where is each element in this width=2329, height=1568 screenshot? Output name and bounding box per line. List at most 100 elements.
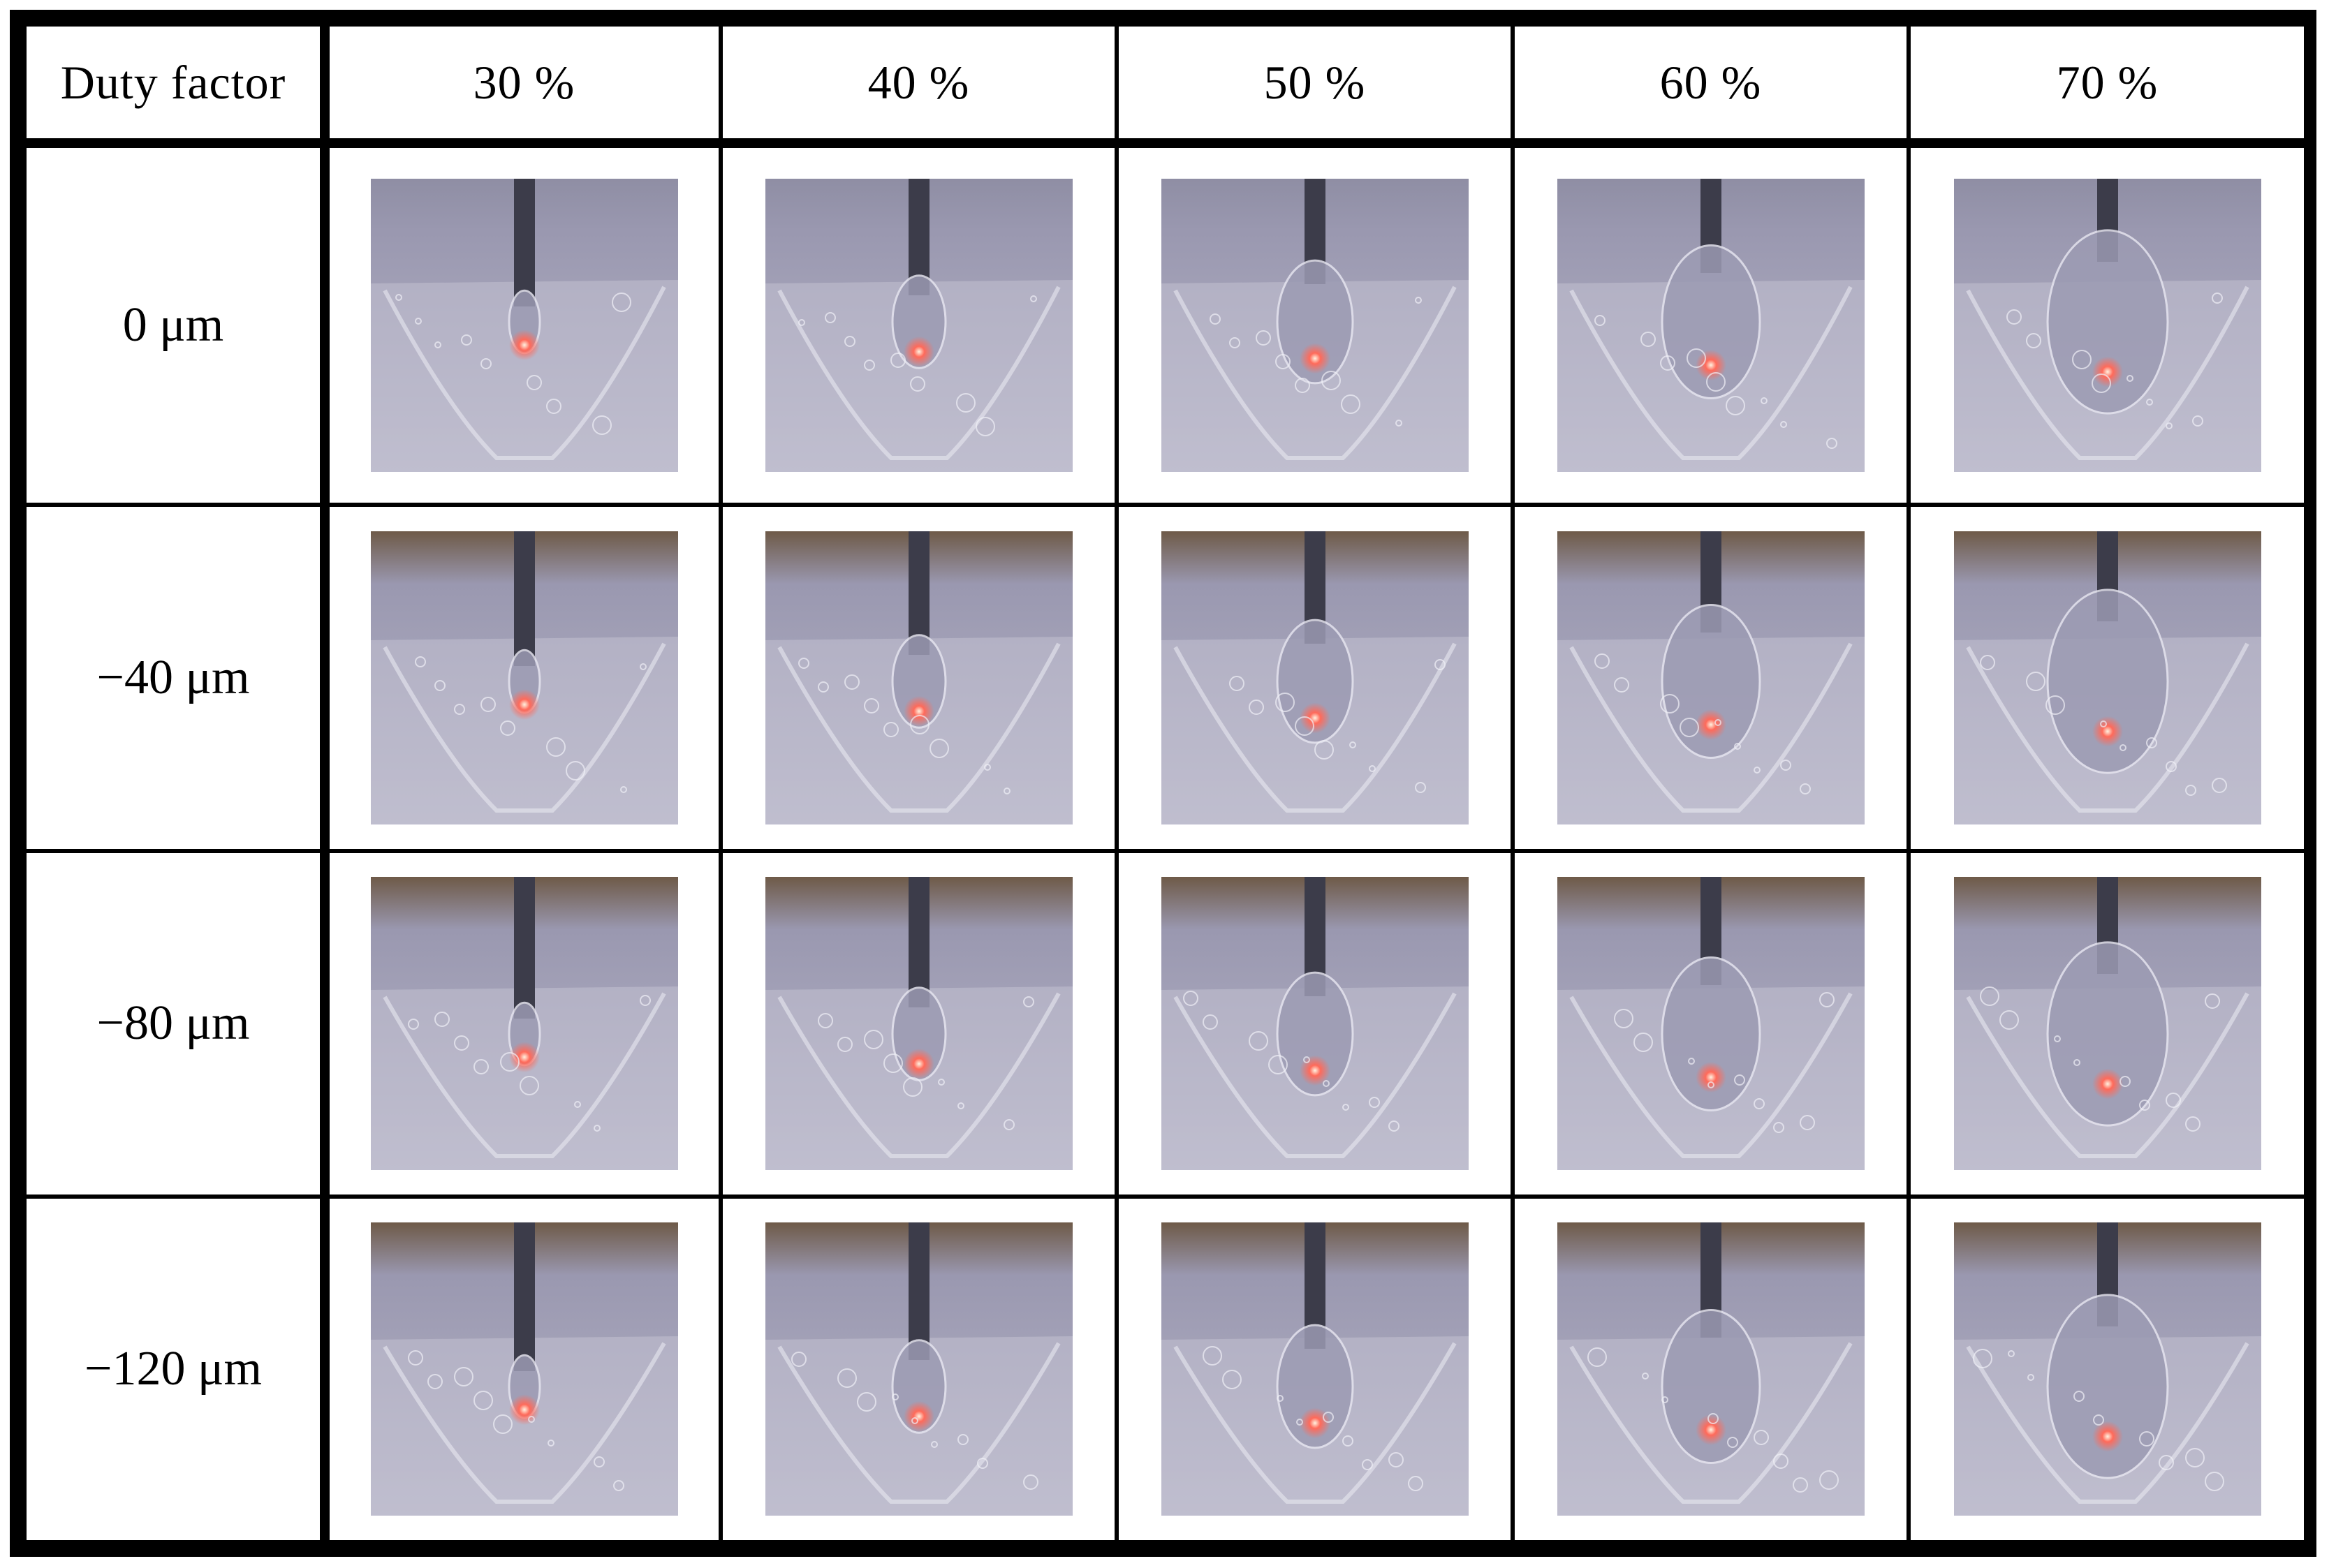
small-bubble bbox=[1979, 986, 1999, 1007]
small-bubble bbox=[1613, 1009, 1633, 1029]
liquid-surface bbox=[765, 280, 1073, 473]
small-bubble bbox=[526, 375, 542, 391]
photo-graphic bbox=[1161, 877, 1469, 1171]
tool-electrode bbox=[513, 531, 535, 666]
photo-cell bbox=[1115, 140, 1515, 508]
discharge-spark bbox=[1695, 1414, 1726, 1446]
small-bubble bbox=[2184, 1116, 2201, 1132]
small-bubble bbox=[1388, 1452, 1404, 1468]
small-bubble bbox=[1972, 1349, 1992, 1369]
small-bubble bbox=[2025, 333, 2041, 349]
discharge-photo bbox=[1161, 877, 1469, 1171]
column-label-60: 60 % bbox=[1659, 55, 1762, 109]
small-bubble bbox=[1202, 1014, 1218, 1030]
small-bubble bbox=[1255, 330, 1271, 346]
small-bubble bbox=[1659, 693, 1680, 713]
photo-graphic bbox=[370, 531, 678, 824]
photo-graphic bbox=[765, 179, 1073, 473]
photo-cell bbox=[1906, 1194, 2308, 1545]
discharge-spark bbox=[508, 689, 540, 720]
small-bubble bbox=[883, 1053, 903, 1074]
table-row: −40 μm bbox=[22, 503, 2308, 853]
row-header: 0 μm bbox=[22, 140, 330, 508]
liquid-surface bbox=[765, 636, 1073, 824]
column-label-50: 50 % bbox=[1263, 55, 1366, 109]
small-bubble bbox=[1979, 654, 1995, 670]
small-bubble bbox=[1295, 1419, 1303, 1426]
small-bubble bbox=[519, 1076, 539, 1096]
small-bubble bbox=[611, 293, 631, 313]
gas-bubble bbox=[1276, 619, 1353, 744]
small-bubble bbox=[545, 737, 566, 757]
discharge-spark bbox=[1695, 1062, 1726, 1093]
discharge-photo bbox=[1953, 1222, 2261, 1516]
small-bubble bbox=[639, 663, 647, 670]
channel-shape bbox=[1965, 1342, 2249, 1504]
small-bubble bbox=[1661, 1396, 1668, 1404]
small-bubble bbox=[1753, 1098, 1765, 1110]
small-bubble bbox=[2165, 422, 2173, 430]
small-bubble bbox=[1819, 992, 1835, 1008]
small-bubble bbox=[2099, 720, 2107, 727]
row-label: −80 μm bbox=[96, 996, 250, 1051]
channel-shape bbox=[777, 1342, 1061, 1504]
small-bubble bbox=[1633, 1033, 1653, 1053]
gas-bubble bbox=[2046, 589, 2168, 774]
small-bubble bbox=[499, 1052, 520, 1072]
small-bubble bbox=[1641, 1373, 1649, 1380]
small-bubble bbox=[1726, 1437, 1738, 1449]
small-bubble bbox=[844, 336, 855, 348]
small-bubble bbox=[1248, 1031, 1268, 1051]
small-bubble bbox=[1029, 295, 1037, 303]
liquid-surface bbox=[370, 280, 678, 473]
discharge-photo bbox=[765, 877, 1073, 1171]
small-bubble bbox=[1314, 739, 1334, 760]
row-header: −80 μm bbox=[22, 848, 330, 1199]
small-bubble bbox=[1182, 991, 1198, 1007]
small-bubble bbox=[2211, 293, 2223, 304]
small-bubble bbox=[1714, 718, 1721, 726]
discharge-photo bbox=[1953, 531, 2261, 824]
discharge-spark bbox=[508, 330, 540, 361]
discharge-spark bbox=[1695, 709, 1726, 740]
small-bubble bbox=[1321, 371, 1341, 391]
small-bubble bbox=[2145, 737, 2157, 748]
photo-graphic bbox=[1557, 1222, 1865, 1516]
small-bubble bbox=[1202, 1346, 1222, 1366]
small-bubble bbox=[2071, 350, 2092, 370]
small-bubble bbox=[2138, 1431, 2154, 1447]
table-row: −80 μm bbox=[22, 848, 2308, 1199]
discharge-photo bbox=[370, 179, 678, 473]
gas-bubble bbox=[1661, 603, 1761, 759]
small-bubble bbox=[1414, 781, 1426, 793]
row-label: −120 μm bbox=[85, 1342, 262, 1396]
small-bubble bbox=[1003, 787, 1011, 794]
photo-graphic bbox=[1161, 1222, 1469, 1516]
small-bubble bbox=[890, 353, 906, 369]
gas-bubble bbox=[2046, 1294, 2168, 1479]
small-bubble bbox=[1687, 1058, 1695, 1065]
photo-cell bbox=[1511, 1194, 1911, 1545]
small-bubble bbox=[453, 1367, 473, 1387]
discharge-spark bbox=[2092, 1068, 2123, 1100]
photo-cell bbox=[1906, 140, 2308, 508]
small-bubble bbox=[2138, 1100, 2150, 1111]
discharge-spark bbox=[508, 1042, 540, 1073]
small-bubble bbox=[1707, 1413, 1719, 1425]
small-bubble bbox=[1395, 420, 1402, 427]
small-bubble bbox=[1434, 658, 1446, 670]
small-bubble bbox=[2145, 399, 2153, 406]
photo-graphic bbox=[765, 531, 1073, 824]
small-bubble bbox=[612, 1480, 624, 1492]
small-bubble bbox=[1659, 355, 1675, 371]
photo-cell bbox=[1115, 1194, 1515, 1545]
photo-graphic bbox=[765, 877, 1073, 1171]
column-header: 50 % bbox=[1115, 22, 1515, 148]
small-bubble bbox=[499, 720, 515, 736]
photo-cell bbox=[1115, 848, 1515, 1199]
photo-graphic bbox=[370, 1222, 678, 1516]
small-bubble bbox=[955, 393, 976, 413]
small-bubble bbox=[2204, 993, 2220, 1009]
duty-factor-table: Duty factor 30 % 40 % 50 % 60 % 70 % 0 μ… bbox=[22, 22, 2308, 1545]
small-bubble bbox=[573, 1101, 581, 1109]
